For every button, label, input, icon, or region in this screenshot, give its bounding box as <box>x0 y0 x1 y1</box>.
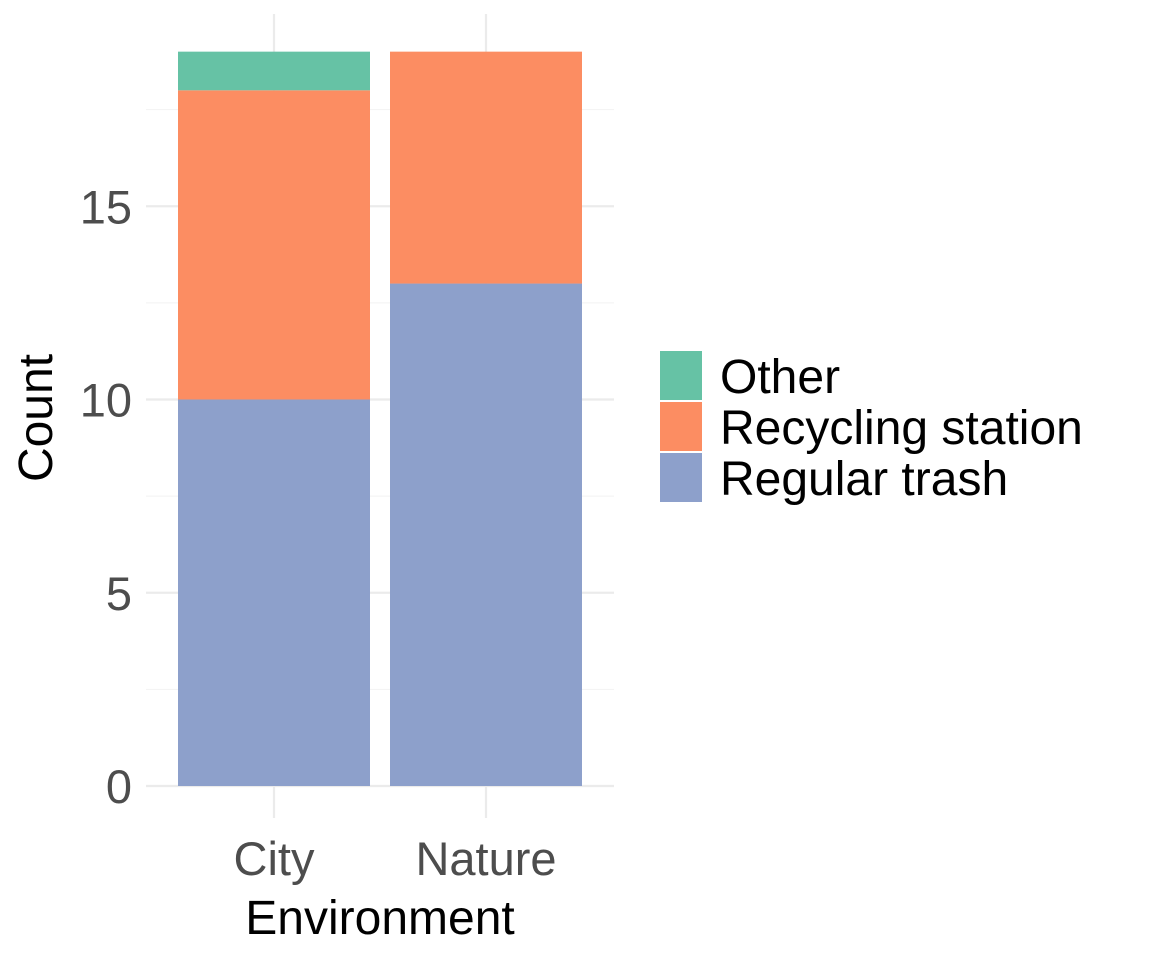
bar-nature-recycling-station <box>390 51 582 284</box>
y-axis-title: Count <box>10 354 63 482</box>
legend-label-regular-trash: Regular trash <box>720 453 1008 506</box>
bar-city-recycling-station <box>178 90 370 400</box>
x-axis-title: Environment <box>245 892 514 945</box>
x-tick-label-city: City <box>234 832 315 885</box>
legend-key-other <box>660 351 702 400</box>
y-tick-label: 0 <box>106 760 132 813</box>
x-axis-ticks: City Nature <box>234 832 557 885</box>
legend-key-regular-trash <box>660 453 702 502</box>
bar-city-regular-trash <box>178 399 370 786</box>
y-tick-label: 10 <box>80 374 132 427</box>
legend-key-recycling-station <box>660 402 702 451</box>
bars <box>178 51 582 786</box>
y-axis-ticks: 0 5 10 15 <box>80 180 132 813</box>
x-tick-label-nature: Nature <box>415 832 556 885</box>
bar-nature-regular-trash <box>390 283 582 786</box>
bar-city-other <box>178 51 370 91</box>
legend-label-other: Other <box>720 351 840 404</box>
y-tick-label: 15 <box>80 180 132 233</box>
y-tick-label: 5 <box>106 567 132 620</box>
legend-label-recycling-station: Recycling station <box>720 402 1083 455</box>
